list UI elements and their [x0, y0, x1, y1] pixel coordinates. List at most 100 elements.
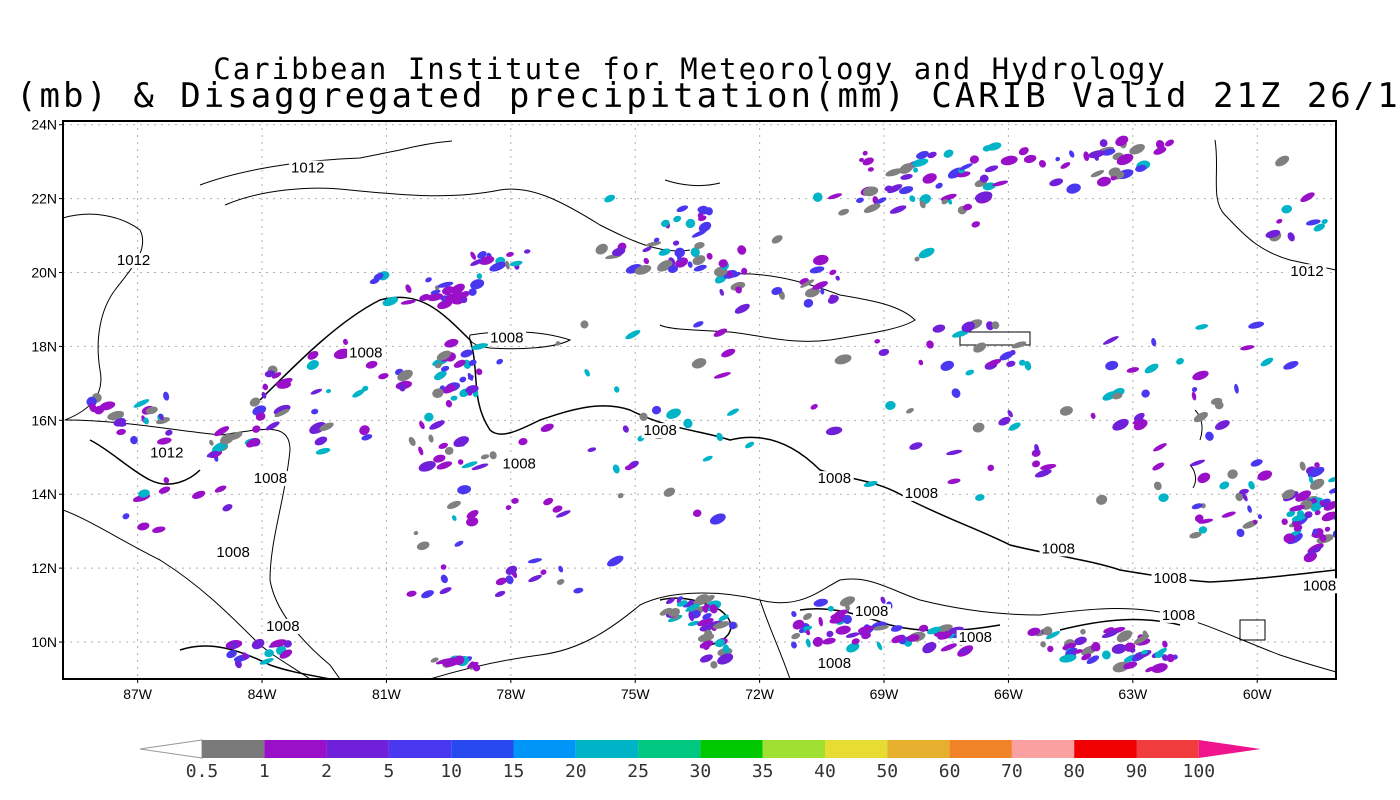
precip-cell [919, 200, 926, 209]
precip-cell [138, 489, 150, 498]
isobar-label: 1008 [503, 455, 536, 472]
precip-cell [1313, 223, 1325, 232]
precip-cell [477, 251, 487, 259]
precip-cell [812, 281, 828, 290]
precip-cell [803, 613, 813, 620]
precip-cell [222, 504, 233, 512]
coastline-central-america-pacific [63, 509, 311, 679]
colorbar-swatch [326, 740, 389, 758]
precip-cell [666, 408, 681, 419]
precip-cell [271, 372, 282, 379]
precip-cell [687, 261, 693, 268]
precip-cell [470, 258, 484, 266]
precip-cell [255, 412, 266, 421]
precip-cell [835, 275, 840, 281]
colorbar-label: 100 [1183, 761, 1216, 782]
precip-cell [798, 628, 805, 634]
precip-cell [727, 408, 739, 416]
precip-cell [226, 650, 237, 659]
precip-cell [617, 493, 624, 499]
precip-cell [1162, 640, 1168, 648]
isobar-1008-south [179, 645, 331, 679]
precip-cell [468, 288, 477, 296]
precip-cell [1073, 649, 1083, 654]
precip-cell [558, 565, 564, 573]
precip-cell [1248, 321, 1265, 329]
colorbar-swatch [1136, 740, 1199, 758]
precip-cell [1283, 533, 1295, 544]
precip-cell [229, 641, 238, 650]
precip-cell [719, 288, 724, 296]
precip-cell [1081, 653, 1092, 661]
isobar-label-bg [500, 456, 539, 472]
precip-cell [688, 611, 695, 622]
precip-cell [475, 368, 483, 376]
precip-cell [466, 517, 479, 527]
precip-cell [555, 510, 571, 518]
precip-cell [735, 286, 742, 294]
precip-cell [734, 303, 750, 314]
precip-cell [1166, 653, 1175, 663]
precip-cell [274, 408, 290, 418]
precip-cell [506, 251, 514, 257]
precip-cell [1034, 443, 1040, 454]
precip-cell [275, 377, 293, 387]
colorbar-label: 30 [690, 761, 712, 782]
precip-cell [1093, 152, 1099, 161]
precip-cell [932, 324, 946, 333]
lon-tick-label: 84W [248, 686, 278, 702]
lat-tick-label: 20N [31, 265, 57, 281]
precip-cell [937, 631, 953, 640]
precip-cell [674, 247, 685, 258]
precip-cell [543, 497, 554, 506]
colorbar-label: 35 [752, 761, 774, 782]
precip-cell [1123, 661, 1138, 670]
precip-cell [453, 359, 466, 368]
precip-cell [728, 621, 737, 630]
precip-cell [677, 596, 684, 601]
precip-cell [1023, 154, 1037, 163]
isobar-label-bg [1159, 607, 1198, 623]
map-frame [62, 120, 1337, 680]
precip-cell [1310, 502, 1322, 512]
lat-tick-label: 22N [31, 191, 57, 207]
precip-cell [451, 290, 464, 301]
precip-cell [398, 382, 406, 392]
precip-cell [918, 247, 935, 259]
colorbar-over-arrow [1198, 740, 1261, 758]
precip-cell [378, 373, 389, 380]
precip-cell [913, 167, 919, 173]
precip-cell [829, 269, 837, 276]
precip-cell [714, 638, 726, 648]
colorbar-label: 15 [503, 761, 525, 782]
precip-cell [433, 454, 446, 463]
colorbar-label: 20 [565, 761, 587, 782]
precip-cell [1265, 229, 1281, 239]
precip-cell [643, 257, 650, 265]
colorbar-label: 90 [1126, 761, 1148, 782]
precip-cell [721, 348, 736, 358]
isobar-label: 1008 [818, 655, 851, 672]
isobar-label-bg [289, 160, 328, 176]
precip-cell [658, 248, 671, 256]
precip-cell [1221, 511, 1236, 518]
isobar-label: 1012 [291, 160, 324, 177]
precip-cell [890, 625, 903, 632]
isobar-label-bg [815, 655, 854, 671]
precip-cell [429, 420, 445, 430]
precip-cell [946, 449, 963, 456]
colorbar-swatch [575, 740, 639, 758]
precip-cell [457, 485, 472, 495]
precip-cell [1129, 647, 1136, 653]
precip-cell [947, 478, 961, 485]
precip-cell [873, 625, 889, 631]
precip-cell [435, 362, 442, 369]
isobar-label: 1008 [490, 330, 523, 347]
precip-cell [461, 461, 478, 469]
precip-cell [876, 641, 883, 651]
precip-cell [804, 287, 820, 298]
precip-cell [874, 339, 881, 344]
precip-cell [697, 633, 715, 642]
precip-cell [975, 494, 985, 501]
precip-cell [261, 391, 267, 399]
